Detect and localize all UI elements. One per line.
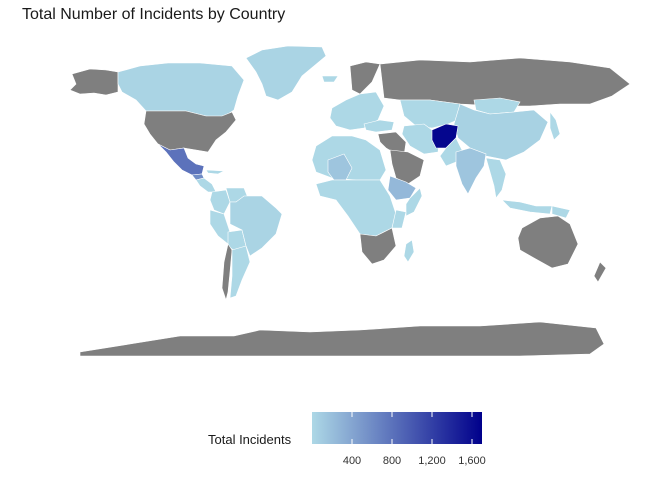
country-alaska	[69, 68, 119, 96]
chart-title: Total Number of Incidents by Country	[22, 6, 286, 23]
country-mexico	[157, 143, 205, 176]
legend-tick-marks	[351, 412, 473, 444]
country-peru	[209, 209, 231, 245]
country-southern-africa	[359, 227, 397, 265]
country-chile	[221, 243, 233, 302]
country-new-guinea	[551, 205, 571, 219]
country-china	[453, 103, 549, 161]
country-central-asia	[399, 99, 463, 129]
country-india	[455, 147, 487, 195]
country-australia	[517, 215, 579, 269]
country-madagascar	[403, 239, 415, 263]
legend-gradient	[312, 412, 482, 444]
legend-tick-label: 1,200	[418, 455, 446, 467]
country-colombia	[209, 189, 231, 215]
country-iran	[401, 123, 441, 155]
country-united-states	[143, 110, 237, 153]
country-canada	[117, 62, 245, 119]
country-layer	[69, 45, 631, 357]
country-saudi-arabia	[389, 149, 425, 185]
country-southeast-asia	[485, 157, 507, 199]
legend-title: Total Incidents	[208, 432, 292, 447]
country-turkey	[363, 119, 395, 133]
legend-tick-label: 1,600	[458, 455, 486, 467]
country-cuba	[205, 169, 226, 175]
country-korea-japan	[549, 111, 561, 141]
legend-tick-label: 400	[342, 455, 362, 467]
country-central-africa	[315, 179, 397, 237]
country-norway	[349, 61, 381, 95]
country-brazil	[229, 195, 283, 257]
country-argentina	[229, 245, 251, 299]
legend-tick-label: 800	[382, 455, 402, 467]
country-iceland	[321, 75, 339, 83]
country-antarctica	[79, 321, 605, 357]
country-kenya	[391, 209, 407, 229]
legend-colorbar	[312, 412, 482, 444]
country-indonesia	[501, 199, 553, 215]
country-central-america	[195, 177, 217, 193]
country-new-zealand	[593, 261, 607, 283]
country-greenland	[245, 45, 327, 101]
country-europe	[329, 91, 385, 131]
country-somalia	[405, 187, 423, 217]
